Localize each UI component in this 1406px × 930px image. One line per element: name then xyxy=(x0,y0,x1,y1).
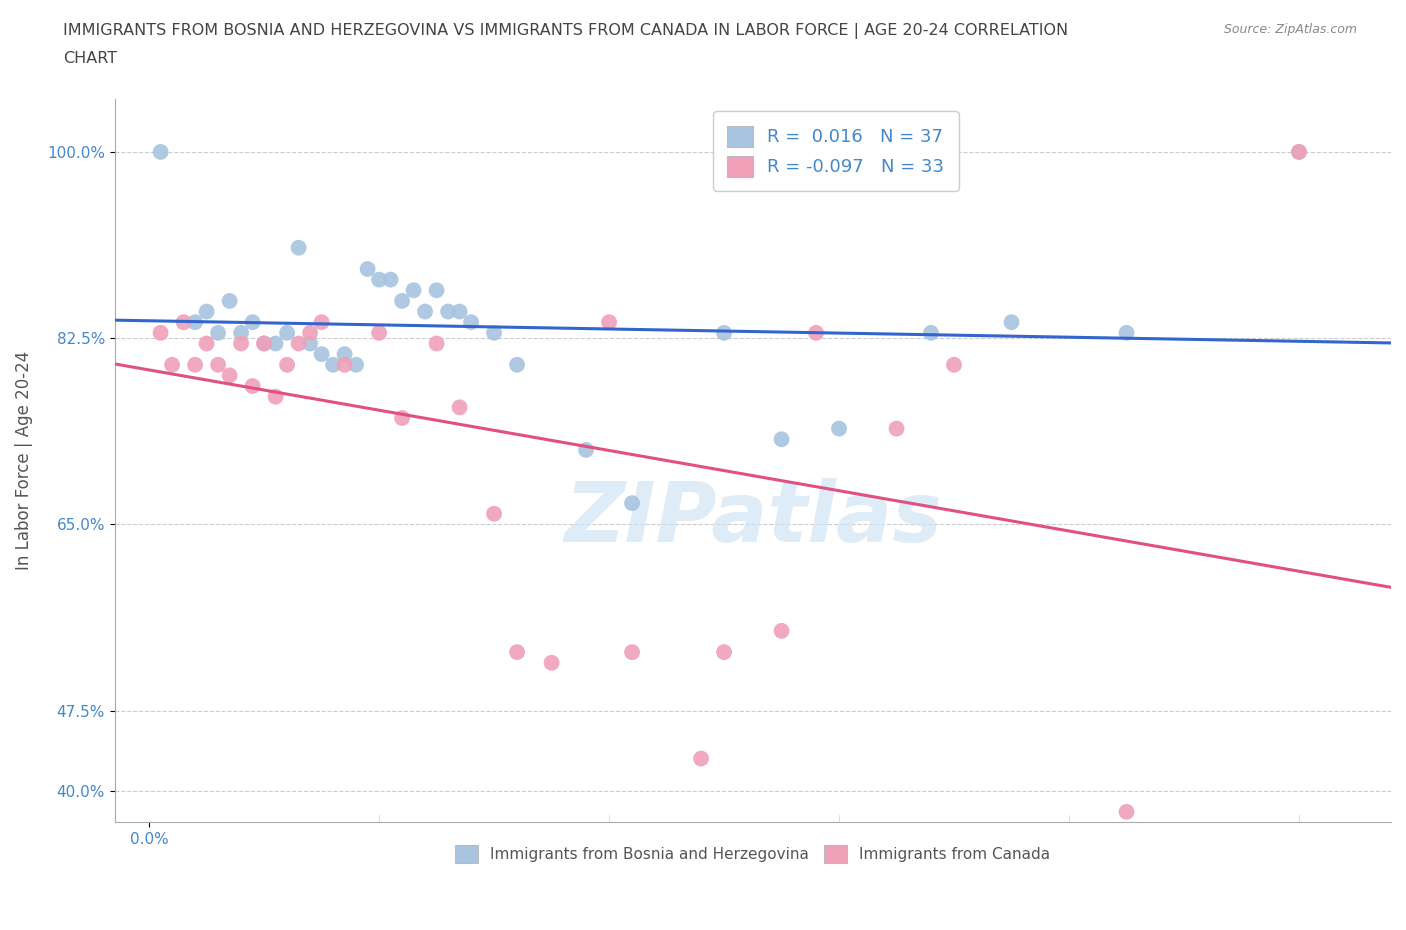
Point xyxy=(621,496,644,511)
Point xyxy=(207,357,229,372)
Point xyxy=(402,283,425,298)
Point xyxy=(207,326,229,340)
Point xyxy=(437,304,460,319)
Point xyxy=(1288,144,1310,159)
Text: CHART: CHART xyxy=(63,51,117,66)
Text: ZIPatlas: ZIPatlas xyxy=(564,478,942,559)
Point xyxy=(276,326,298,340)
Point xyxy=(333,357,356,372)
Point xyxy=(276,357,298,372)
Point xyxy=(391,410,413,425)
Point xyxy=(413,304,436,319)
Point xyxy=(264,336,287,351)
Point xyxy=(333,347,356,362)
Legend: Immigrants from Bosnia and Herzegovina, Immigrants from Canada: Immigrants from Bosnia and Herzegovina, … xyxy=(449,839,1057,869)
Point xyxy=(253,336,276,351)
Text: Source: ZipAtlas.com: Source: ZipAtlas.com xyxy=(1223,23,1357,36)
Point xyxy=(287,240,309,255)
Point xyxy=(184,314,207,329)
Point xyxy=(356,261,378,276)
Point xyxy=(770,623,793,638)
Point xyxy=(460,314,482,329)
Point xyxy=(264,390,287,405)
Point xyxy=(173,314,195,329)
Point xyxy=(886,421,908,436)
Point xyxy=(242,379,264,393)
Point xyxy=(598,314,620,329)
Point xyxy=(1115,804,1137,819)
Point xyxy=(149,326,172,340)
Point xyxy=(368,272,391,287)
Point xyxy=(621,644,644,659)
Point xyxy=(391,294,413,309)
Point xyxy=(1000,314,1022,329)
Point xyxy=(299,326,322,340)
Point xyxy=(690,751,713,766)
Point xyxy=(287,336,309,351)
Point xyxy=(195,304,218,319)
Point xyxy=(242,314,264,329)
Point xyxy=(311,347,333,362)
Point xyxy=(506,644,529,659)
Point xyxy=(426,336,449,351)
Point xyxy=(482,326,505,340)
Point xyxy=(218,294,240,309)
Point xyxy=(828,421,851,436)
Point xyxy=(344,357,367,372)
Point xyxy=(482,506,505,521)
Point xyxy=(575,443,598,458)
Y-axis label: In Labor Force | Age 20-24: In Labor Force | Age 20-24 xyxy=(15,351,32,570)
Point xyxy=(218,368,240,383)
Point xyxy=(506,357,529,372)
Point xyxy=(920,326,942,340)
Point xyxy=(804,326,827,340)
Point xyxy=(1288,144,1310,159)
Point xyxy=(380,272,402,287)
Point xyxy=(311,314,333,329)
Point xyxy=(426,283,449,298)
Point xyxy=(449,304,471,319)
Point xyxy=(229,326,252,340)
Point xyxy=(160,357,183,372)
Point xyxy=(368,326,391,340)
Point xyxy=(195,336,218,351)
Point xyxy=(322,357,344,372)
Point xyxy=(540,656,562,671)
Point xyxy=(943,357,966,372)
Point xyxy=(449,400,471,415)
Point xyxy=(184,357,207,372)
Point xyxy=(713,326,735,340)
Point xyxy=(229,336,252,351)
Point xyxy=(253,336,276,351)
Point xyxy=(770,432,793,446)
Text: IMMIGRANTS FROM BOSNIA AND HERZEGOVINA VS IMMIGRANTS FROM CANADA IN LABOR FORCE : IMMIGRANTS FROM BOSNIA AND HERZEGOVINA V… xyxy=(63,23,1069,39)
Point xyxy=(149,144,172,159)
Point xyxy=(713,644,735,659)
Point xyxy=(1115,326,1137,340)
Point xyxy=(299,336,322,351)
